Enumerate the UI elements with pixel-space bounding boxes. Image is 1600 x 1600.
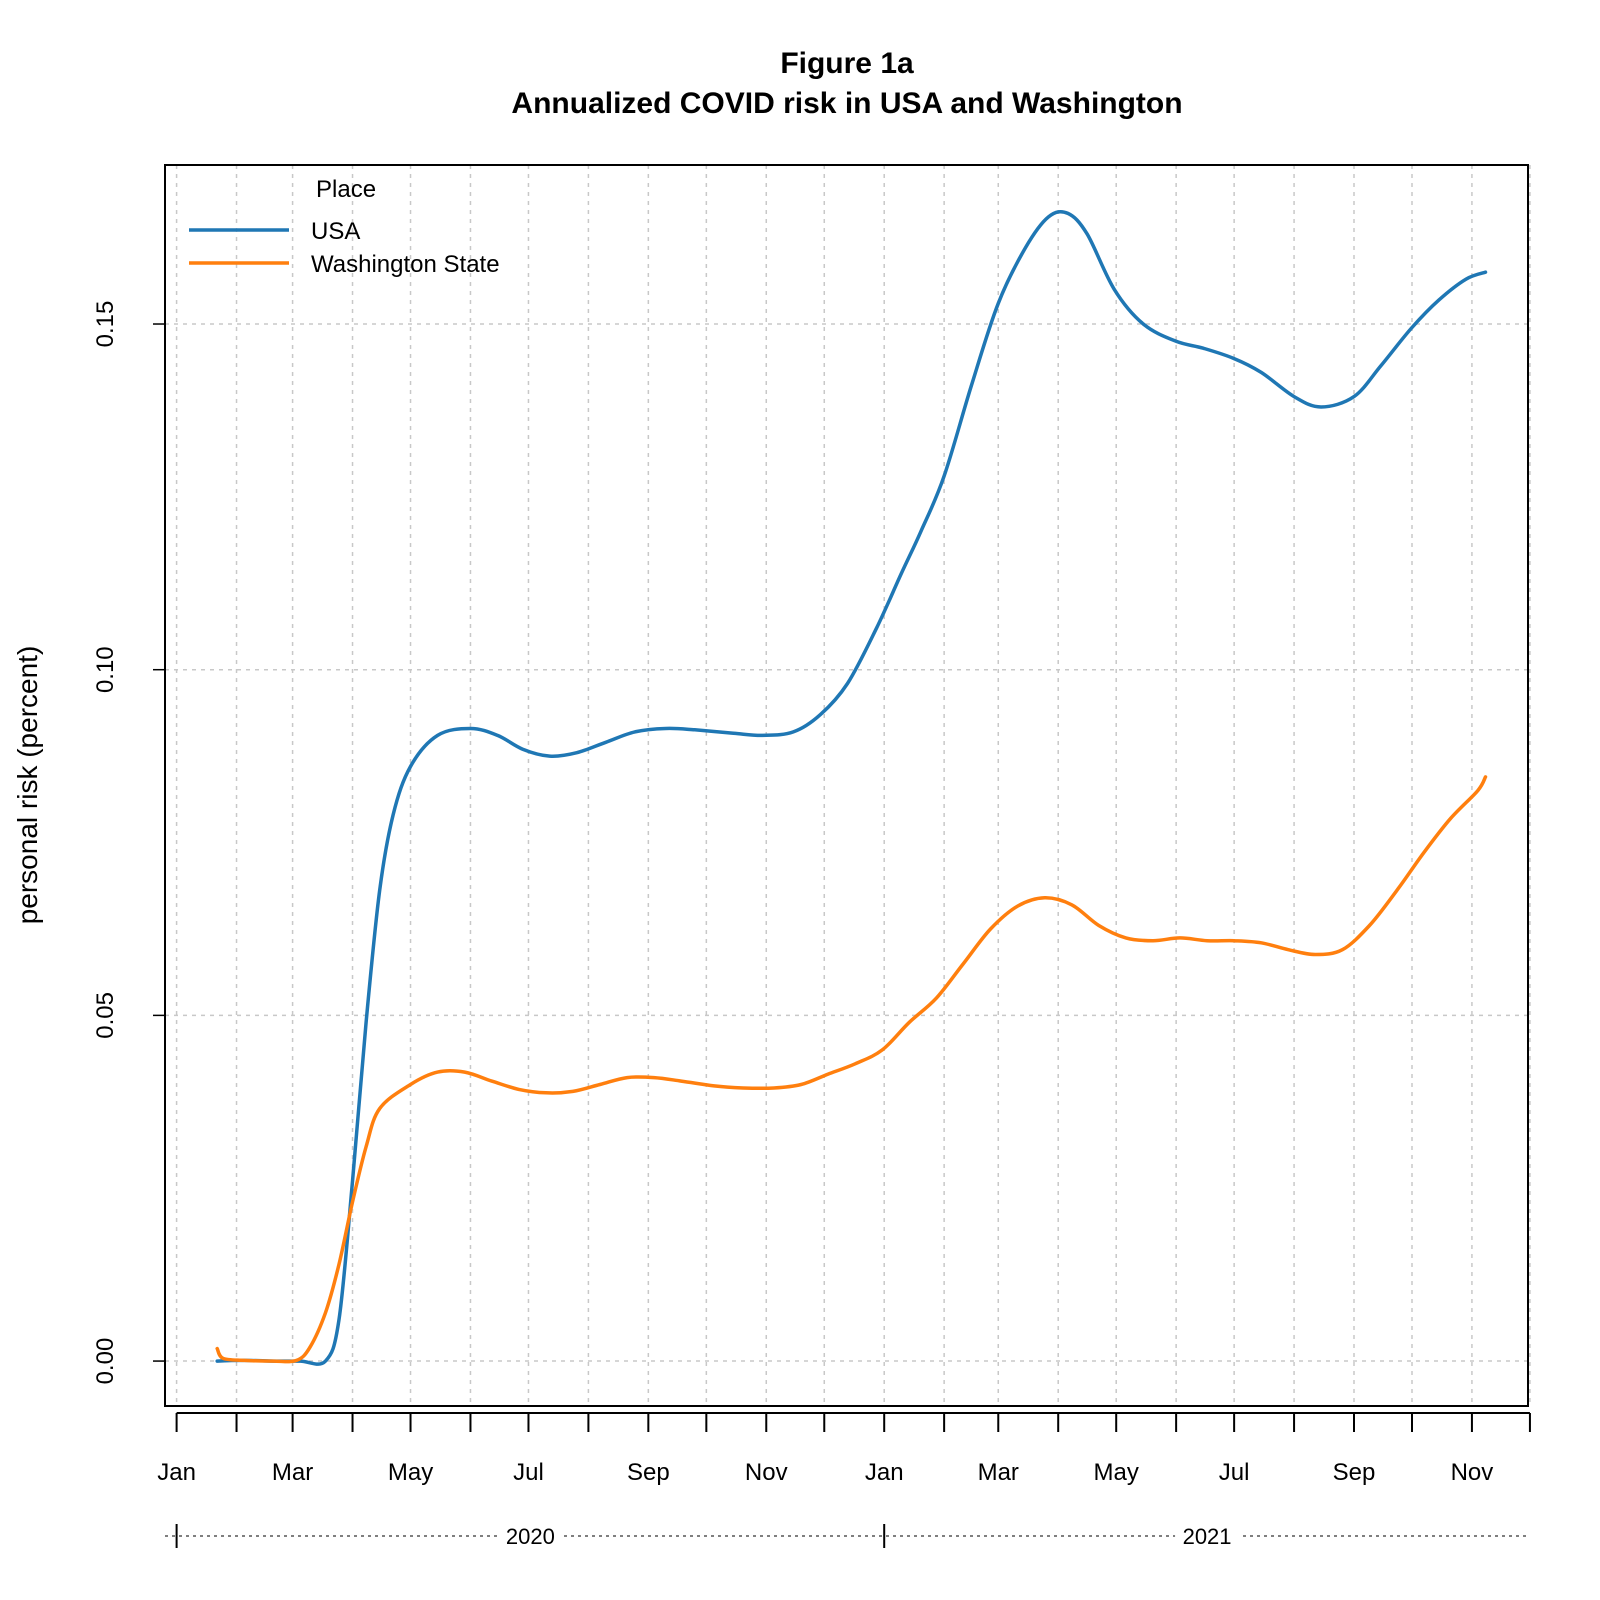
x-tick-label: Mar (272, 1459, 313, 1486)
year-label-bg (498, 1522, 563, 1550)
chart-subtitle: Annualized COVID risk in USA and Washing… (511, 87, 1182, 120)
x-axis: Jan Mar May Jul Sep Nov Jan Mar May Jul Sep Nov (157, 1412, 1531, 1486)
x-tick-label: Jul (1219, 1459, 1250, 1486)
x-tick-label: Jul (513, 1459, 544, 1486)
chart-title: Figure 1a (780, 47, 914, 80)
legend-title: Place (316, 176, 376, 203)
year-label: 2020 (506, 1524, 555, 1549)
x-tick-label: Sep (1333, 1459, 1376, 1486)
x-tick-label: Sep (627, 1459, 670, 1486)
y-tick-label: 0.10 (92, 646, 119, 693)
x-tick-label: Nov (1451, 1459, 1494, 1486)
plot-frame (164, 164, 1529, 1407)
x-tick-label: Jan (865, 1459, 904, 1486)
grid-lines (165, 165, 1531, 1406)
legend: Place USA Washington State (189, 176, 500, 278)
legend-label-usa: USA (311, 218, 360, 245)
x-tick-label: May (388, 1459, 433, 1486)
x-tick-label: Mar (978, 1459, 1019, 1486)
y-tick-label: 0.00 (92, 1338, 119, 1385)
y-tick-label: 0.15 (92, 301, 119, 348)
y-tick-label: 0.05 (92, 992, 119, 1039)
legend-label-washington: Washington State (311, 251, 500, 278)
y-axis-label: personal risk (percent) (12, 646, 43, 925)
x-tick-label: May (1094, 1459, 1139, 1486)
x-tick-label: Jan (157, 1459, 196, 1486)
year-label: 2021 (1183, 1524, 1232, 1549)
y-axis: 0.00 0.05 0.10 0.15 (92, 301, 165, 1385)
x-tick-label: Nov (745, 1459, 788, 1486)
year-label-bg (1175, 1522, 1240, 1550)
series-line-washington-state (215, 775, 1488, 1364)
year-axis: 2020 2021 (165, 1522, 1528, 1550)
series-line-usa (215, 209, 1488, 1366)
series-lines (215, 209, 1488, 1366)
